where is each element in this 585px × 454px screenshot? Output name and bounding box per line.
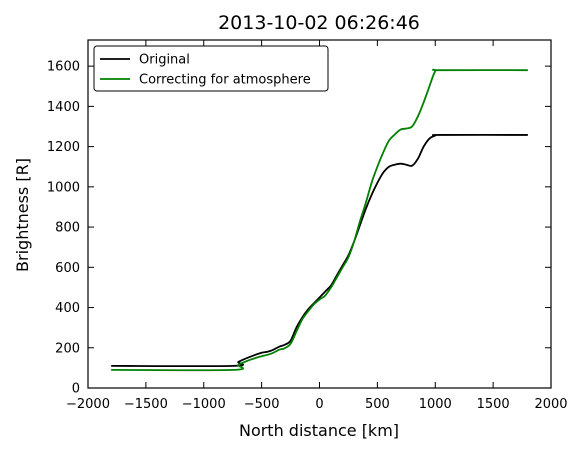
y-tick-label: 0	[72, 382, 80, 397]
plot-frame	[87, 39, 552, 389]
legend-entry: Original	[139, 53, 190, 68]
y-axis-ticks: 0 200 400 600 800 1000 1200 1400 1600	[47, 60, 551, 397]
x-tick-label: 1000	[419, 397, 452, 412]
series-line-0	[111, 134, 528, 368]
legend-box	[93, 45, 329, 92]
y-tick-label: 400	[55, 301, 80, 316]
y-tick-label: 1200	[47, 140, 80, 155]
x-axis-ticks: −2000 −1500 −1000 −500 0 500 1000 1500 2000	[66, 40, 568, 412]
legend: Original Correcting for atmosphere	[93, 45, 329, 92]
y-tick-label: 1400	[47, 100, 80, 115]
y-tick-label: 200	[55, 341, 80, 356]
series-line-1	[111, 68, 528, 372]
series-layer	[111, 68, 528, 372]
x-tick-label: 2000	[534, 397, 567, 412]
x-tick-label: −1000	[182, 397, 226, 412]
chart-title: 2013-10-02 06:26:46	[218, 12, 420, 34]
x-tick-label: 0	[315, 397, 323, 412]
y-tick-label: 1600	[47, 60, 80, 75]
x-tick-label: −500	[244, 397, 280, 412]
y-axis-label: Brightness [R]	[13, 158, 32, 272]
x-tick-label: −1500	[124, 397, 168, 412]
y-tick-label: 600	[55, 261, 80, 276]
x-tick-label: 1500	[477, 397, 510, 412]
y-tick-label: 1000	[47, 180, 80, 195]
y-tick-label: 800	[55, 221, 80, 236]
x-tick-label: −2000	[66, 397, 110, 412]
x-tick-label: 500	[365, 397, 390, 412]
legend-entry: Correcting for atmosphere	[139, 73, 311, 88]
x-axis-label: North distance [km]	[239, 421, 399, 440]
